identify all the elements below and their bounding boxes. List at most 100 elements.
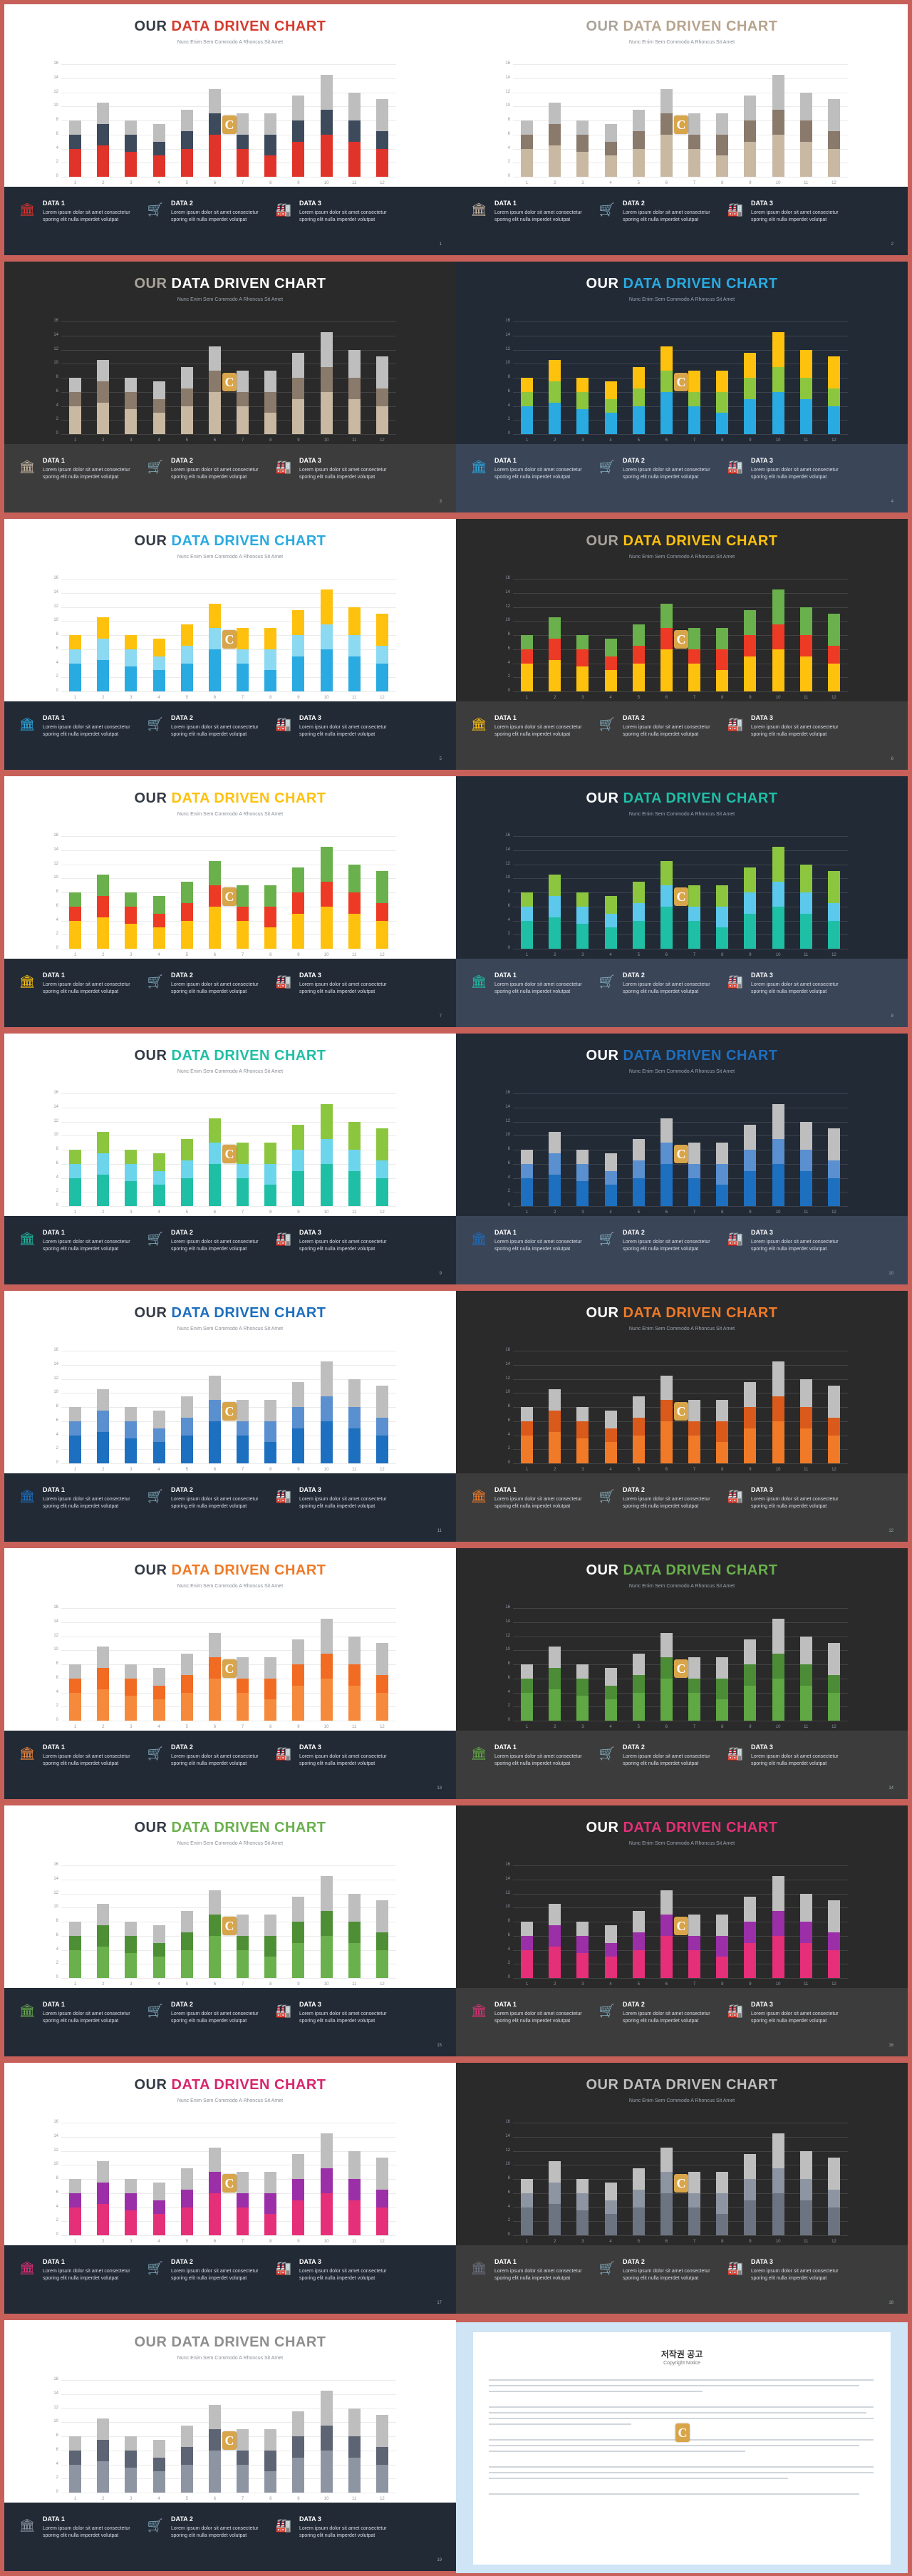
y-tick-label: 4 bbox=[507, 660, 510, 665]
bar bbox=[604, 579, 617, 691]
bar-segment bbox=[375, 388, 388, 406]
bar-segment bbox=[799, 2150, 812, 2179]
y-tick-label: 12 bbox=[505, 861, 510, 866]
bar-segment bbox=[688, 628, 701, 649]
y-tick-label: 16 bbox=[505, 319, 510, 323]
gridline bbox=[61, 1163, 396, 1165]
data-item-title: DATA 3 bbox=[751, 2258, 773, 2265]
gridline bbox=[513, 677, 848, 679]
bar-segment bbox=[125, 120, 138, 135]
bar bbox=[716, 836, 729, 949]
bar-segment bbox=[660, 113, 673, 135]
x-tick-label: 10 bbox=[323, 953, 329, 957]
bar-segment bbox=[152, 2457, 165, 2472]
bar-segment bbox=[688, 906, 701, 921]
bar-segment bbox=[772, 2193, 784, 2235]
y-tick-label: 2 bbox=[56, 932, 58, 937]
x-tick-label: 3 bbox=[130, 1982, 133, 1987]
y-tick-label: 2 bbox=[507, 1961, 510, 1966]
data-item-text: Lorem ipsum dolor sit amet consectetur s… bbox=[43, 982, 130, 994]
bar-segment bbox=[180, 1178, 193, 1206]
y-tick-label: 0 bbox=[56, 1718, 58, 1722]
bar-segment bbox=[264, 1678, 277, 1700]
bar-segment bbox=[237, 1178, 249, 1206]
bar-segment bbox=[320, 2133, 333, 2169]
slide-subtitle: Nunc Enim Sem Commodo A Rhoncus Sit Amet bbox=[628, 1069, 735, 1074]
y-tick-label: 12 bbox=[505, 1890, 510, 1895]
data-item-title: DATA 2 bbox=[623, 1486, 645, 1493]
notice-subtitle: Copyright Notice bbox=[663, 2361, 700, 2366]
y-tick-label: 12 bbox=[505, 346, 510, 351]
gridline bbox=[513, 649, 848, 650]
bar-segment bbox=[576, 1922, 589, 1936]
data-item: 🛒 DATA 2 Lorem ipsum dolor sit amet consec… bbox=[598, 1229, 727, 1272]
bar-segment bbox=[604, 1957, 617, 1978]
bar-segment bbox=[576, 1421, 589, 1439]
x-tick-label: 6 bbox=[665, 953, 668, 957]
bar bbox=[521, 579, 534, 691]
x-tick-label: 6 bbox=[213, 2497, 217, 2501]
gridline bbox=[513, 1865, 848, 1866]
data-item: 🏛 DATA 1 Lorem ipsum dolor sit amet consec… bbox=[470, 1229, 598, 1272]
x-tick-label: 12 bbox=[831, 1468, 836, 1472]
x-tick-label: 7 bbox=[241, 1725, 244, 1729]
y-tick-label: 8 bbox=[56, 118, 58, 122]
slide-subtitle: Nunc Enim Sem Commodo A Rhoncus Sit Amet bbox=[628, 40, 735, 45]
bar-segment bbox=[97, 2439, 110, 2461]
bar-segment bbox=[688, 1435, 701, 1463]
bar-segment bbox=[237, 1435, 249, 1463]
data-item: 🏭 DATA 3 Lorem ipsum dolor sit amet consec… bbox=[275, 2515, 403, 2558]
bar-segment bbox=[549, 1904, 561, 1925]
bar-segment bbox=[208, 2429, 221, 2451]
data-item-text: Lorem ipsum dolor sit amet consectetur s… bbox=[299, 1497, 387, 1509]
y-tick-label: 14 bbox=[53, 75, 58, 80]
bar bbox=[660, 836, 673, 949]
x-tick-label: 11 bbox=[352, 181, 357, 185]
x-tick-label: 1 bbox=[73, 1725, 77, 1729]
slide-info-bar: 🏛 DATA 1 Lorem ipsum dolor sit amet consec… bbox=[4, 444, 456, 512]
y-tick-label: 0 bbox=[56, 174, 58, 178]
x-tick-label: 9 bbox=[749, 953, 752, 957]
bar-segment bbox=[576, 666, 589, 691]
y-tick-label: 10 bbox=[53, 618, 58, 623]
bar-segment bbox=[208, 649, 221, 691]
x-tick-label: 1 bbox=[73, 696, 77, 700]
bar-segment bbox=[320, 2450, 333, 2493]
bar-segment bbox=[152, 656, 165, 671]
bar-segment bbox=[180, 1674, 193, 1693]
bar-segment bbox=[208, 1400, 221, 1421]
x-tick-label: 5 bbox=[637, 953, 640, 957]
data-item: 🏛 DATA 1 Lorem ipsum dolor sit amet consec… bbox=[19, 2258, 147, 2301]
slide-title: OUR DATA DRIVEN CHART bbox=[4, 1820, 456, 1836]
bar bbox=[549, 2123, 561, 2235]
y-tick-label: 10 bbox=[53, 361, 58, 366]
bar-segment bbox=[716, 2193, 729, 2215]
data-item-title: DATA 2 bbox=[623, 1229, 645, 1236]
data-item-title: DATA 2 bbox=[171, 1486, 193, 1493]
bar-segment bbox=[152, 1185, 165, 1206]
bar bbox=[744, 1351, 757, 1463]
bar-segment bbox=[348, 864, 361, 892]
bar-segment bbox=[632, 1139, 645, 1160]
bar-segment bbox=[632, 663, 645, 691]
bar bbox=[375, 1093, 388, 1206]
data-item-title: DATA 1 bbox=[43, 972, 65, 979]
y-tick-label: 10 bbox=[505, 1647, 510, 1652]
bar-segment bbox=[660, 88, 673, 114]
bank-icon: 🏛 bbox=[19, 2261, 36, 2275]
bar-segment bbox=[772, 1935, 784, 1978]
bar bbox=[348, 1351, 361, 1463]
bar-segment bbox=[744, 1125, 757, 1150]
bar-segment bbox=[576, 906, 589, 924]
bar bbox=[799, 1865, 812, 1978]
bar-segment bbox=[772, 1103, 784, 1140]
bar-segment bbox=[208, 1935, 221, 1978]
bar bbox=[208, 836, 221, 949]
bar bbox=[799, 1093, 812, 1206]
title-accent: DATA DRIVEN CHART bbox=[623, 19, 778, 34]
bar-segment bbox=[799, 635, 812, 656]
x-tick-label: 12 bbox=[831, 953, 836, 957]
bar-segment bbox=[69, 920, 82, 949]
bar-segment bbox=[632, 2189, 645, 2207]
bar bbox=[97, 321, 110, 434]
